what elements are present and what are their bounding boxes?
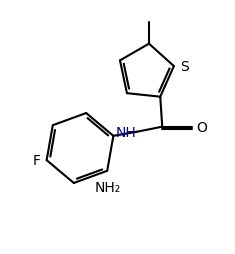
Text: S: S (180, 60, 189, 74)
Text: O: O (196, 120, 207, 134)
Text: NH₂: NH₂ (95, 180, 121, 194)
Text: NH: NH (115, 125, 136, 139)
Text: F: F (33, 153, 41, 167)
